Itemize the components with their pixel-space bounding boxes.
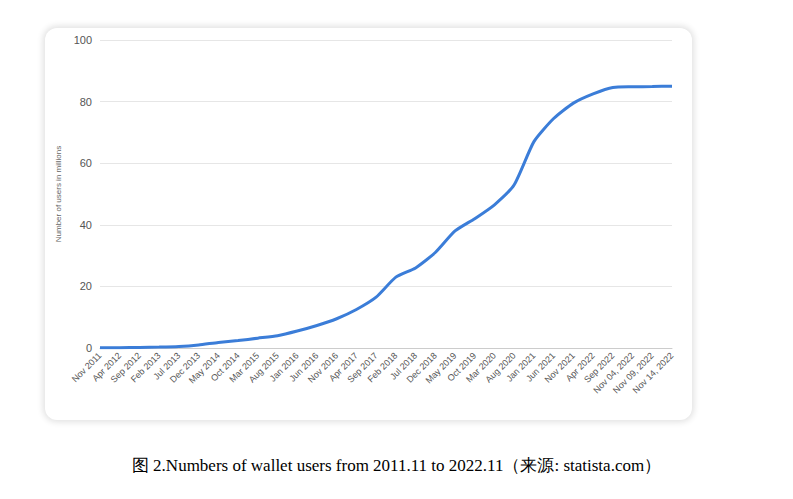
svg-text:Jun 2016: Jun 2016 — [287, 350, 321, 384]
svg-text:Jul 2013: Jul 2013 — [151, 350, 183, 382]
svg-text:0: 0 — [86, 342, 92, 354]
svg-text:Dec 2018: Dec 2018 — [404, 350, 439, 385]
svg-text:Jul 2018: Jul 2018 — [388, 350, 420, 382]
svg-text:Number of users in millions: Number of users in millions — [54, 146, 63, 242]
svg-text:Apr 2017: Apr 2017 — [327, 350, 360, 384]
svg-text:Feb 2013: Feb 2013 — [128, 350, 163, 385]
svg-text:Dec 2013: Dec 2013 — [167, 350, 203, 385]
svg-text:20: 20 — [80, 280, 92, 292]
svg-text:Nov 09, 2022: Nov 09, 2022 — [610, 350, 656, 396]
svg-text:Aug 2020: Aug 2020 — [483, 350, 518, 385]
svg-text:Sep 2022: Sep 2022 — [582, 350, 617, 385]
svg-text:Jan 2016: Jan 2016 — [267, 350, 301, 384]
svg-text:Aug 2015: Aug 2015 — [246, 350, 282, 385]
svg-text:图 2.Numbers of wallet users fr: 图 2.Numbers of wallet users from 2011.11… — [132, 456, 661, 475]
svg-text:Oct 2014: Oct 2014 — [208, 350, 242, 384]
svg-text:Nov 2016: Nov 2016 — [306, 350, 341, 385]
svg-text:Nov 04, 2022: Nov 04, 2022 — [591, 350, 637, 396]
svg-text:May 2014: May 2014 — [186, 350, 222, 386]
svg-text:Sep 2012: Sep 2012 — [108, 350, 143, 385]
svg-text:Apr 2022: Apr 2022 — [563, 350, 597, 384]
svg-text:Mar 2015: Mar 2015 — [227, 350, 262, 385]
svg-text:Sep 2017: Sep 2017 — [345, 350, 380, 385]
svg-text:100: 100 — [74, 34, 92, 46]
svg-text:Nov 14, 2022: Nov 14, 2022 — [631, 350, 676, 395]
svg-text:Oct 2019: Oct 2019 — [445, 350, 479, 384]
svg-text:Feb 2018: Feb 2018 — [365, 350, 400, 385]
svg-text:60: 60 — [80, 157, 92, 169]
svg-text:Jun 2021: Jun 2021 — [524, 350, 558, 384]
svg-text:Jan 2021: Jan 2021 — [504, 350, 538, 384]
svg-text:Mar 2020: Mar 2020 — [464, 350, 498, 385]
svg-text:80: 80 — [80, 96, 92, 108]
svg-text:40: 40 — [80, 219, 92, 231]
svg-text:Apr 2012: Apr 2012 — [90, 350, 124, 384]
svg-text:Nov 2021: Nov 2021 — [542, 350, 577, 385]
svg-text:May 2019: May 2019 — [423, 350, 459, 386]
svg-text:Nov 2011: Nov 2011 — [69, 350, 104, 385]
